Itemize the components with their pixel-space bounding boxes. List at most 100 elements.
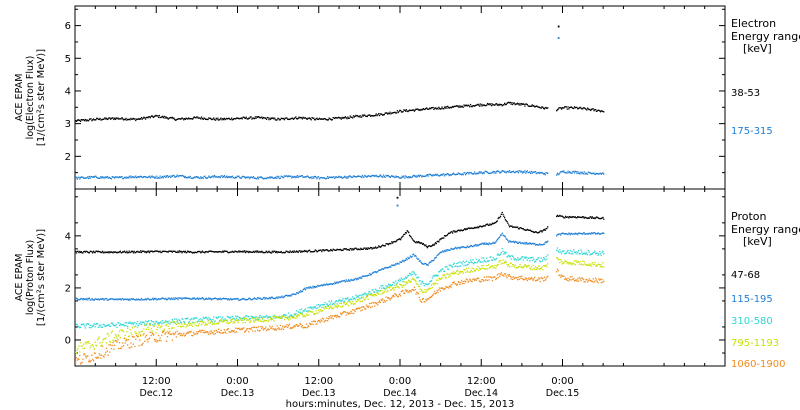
data-point <box>165 324 167 327</box>
data-point <box>388 176 390 178</box>
data-point <box>190 319 192 321</box>
data-point <box>249 251 251 253</box>
data-point <box>376 302 378 304</box>
data-point <box>100 324 102 326</box>
data-point <box>419 109 421 112</box>
data-point <box>506 102 508 104</box>
data-point <box>169 175 171 177</box>
data-point <box>292 315 295 318</box>
data-point <box>218 251 220 253</box>
data-point <box>261 176 263 179</box>
data-point <box>457 172 459 174</box>
data-point <box>567 249 569 252</box>
data-point <box>307 117 309 119</box>
data-point <box>94 298 96 300</box>
data-point <box>319 177 321 179</box>
data-point <box>262 252 264 254</box>
data-point <box>178 297 180 299</box>
data-point <box>453 248 455 250</box>
data-point <box>543 243 545 245</box>
data-point <box>585 263 587 266</box>
data-point <box>258 317 260 319</box>
data-point <box>538 257 540 259</box>
data-point <box>445 277 447 279</box>
data-point <box>378 301 380 303</box>
data-point <box>267 320 269 323</box>
data-point <box>577 172 580 174</box>
data-point <box>101 297 104 300</box>
data-point <box>448 285 450 288</box>
data-point <box>83 353 85 356</box>
data-point <box>581 108 583 110</box>
data-point <box>501 274 503 276</box>
data-point <box>255 298 257 300</box>
data-point <box>282 176 284 178</box>
data-point <box>573 249 575 251</box>
data-point <box>264 328 266 330</box>
data-point <box>365 275 368 277</box>
data-point <box>387 243 389 245</box>
data-point <box>340 249 342 252</box>
data-point <box>285 326 287 328</box>
data-point <box>315 285 317 288</box>
data-point <box>180 326 182 328</box>
data-point <box>167 322 169 324</box>
data-point <box>586 217 588 219</box>
data-point <box>534 171 536 173</box>
data-point <box>293 293 295 295</box>
data-point <box>82 252 84 254</box>
data-point <box>176 321 178 323</box>
data-point <box>345 248 347 250</box>
data-point <box>105 176 108 178</box>
data-point <box>408 231 410 234</box>
data-point <box>229 331 231 333</box>
data-point <box>234 297 236 300</box>
data-point <box>430 284 433 286</box>
data-point <box>542 259 544 261</box>
data-point <box>239 177 242 179</box>
series-795-1193 <box>75 257 605 354</box>
data-point <box>92 118 95 120</box>
data-point <box>281 117 283 120</box>
data-point <box>569 172 572 174</box>
data-point <box>464 105 466 107</box>
data-point <box>174 318 176 320</box>
data-point <box>583 281 585 283</box>
data-point <box>441 237 443 239</box>
data-point <box>159 175 161 177</box>
data-point <box>323 118 325 120</box>
data-point <box>274 329 276 331</box>
data-point <box>516 226 518 228</box>
series-310-580 <box>75 247 605 330</box>
data-point <box>526 279 528 282</box>
data-point <box>329 118 331 120</box>
data-point <box>101 250 104 252</box>
data-point <box>104 117 106 119</box>
data-point <box>399 177 401 179</box>
data-point <box>497 253 499 255</box>
data-point <box>118 322 120 324</box>
data-point <box>441 251 443 253</box>
data-point <box>478 267 481 269</box>
data-point <box>465 104 468 106</box>
data-point <box>152 251 154 253</box>
data-point <box>91 354 93 356</box>
data-point <box>202 316 204 319</box>
data-point <box>317 304 320 306</box>
data-point <box>399 283 401 285</box>
data-point <box>480 261 482 263</box>
data-point <box>295 251 297 253</box>
data-point <box>203 330 205 332</box>
x-tick-label-date: Dec.13 <box>221 388 255 399</box>
data-point <box>297 311 299 313</box>
data-point <box>97 298 100 300</box>
data-point <box>558 215 560 217</box>
data-point <box>538 265 540 267</box>
data-point <box>219 118 221 120</box>
data-point <box>200 298 202 300</box>
data-point <box>275 177 277 179</box>
data-point <box>189 331 191 333</box>
data-point <box>315 176 317 178</box>
data-point <box>512 226 515 228</box>
data-point <box>397 238 399 241</box>
